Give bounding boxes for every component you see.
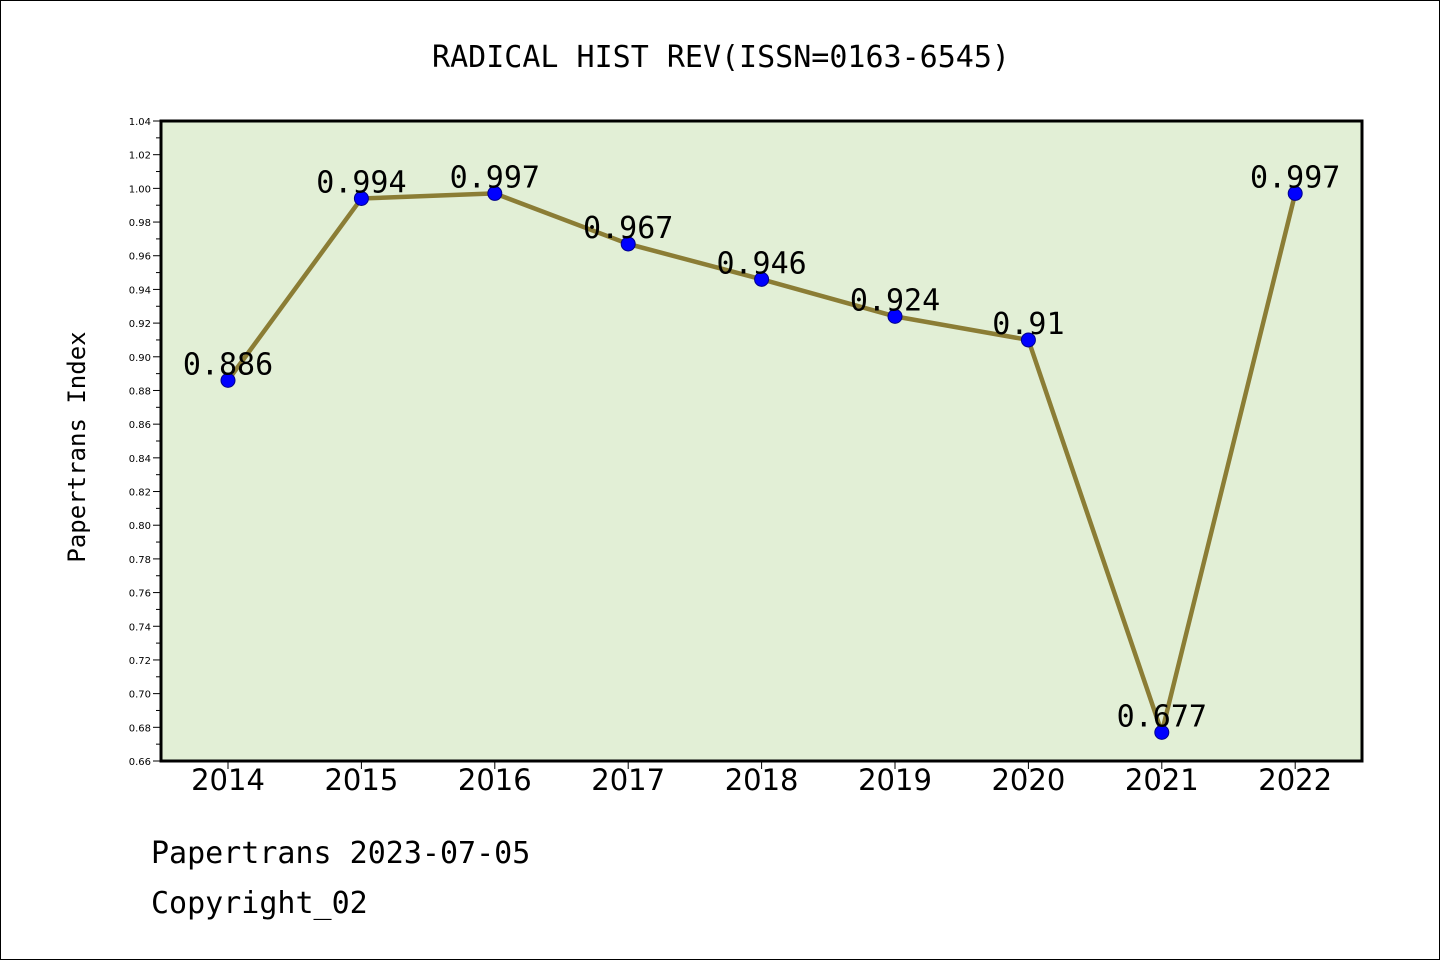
data-point [754,271,770,287]
y-tick-label: 0.96 [129,252,151,263]
x-tick-label: 2018 [725,763,799,797]
data-label: 0.91 [992,307,1064,342]
y-tick-label: 0.66 [129,757,151,768]
chart-title: RADICAL HIST REV(ISSN=0163-6545) [432,40,1010,75]
data-label: 0.924 [850,283,940,318]
data-label: 0.677 [1117,699,1207,734]
plot-area [159,119,1364,763]
y-tick-label: 0.70 [129,690,151,701]
data-label: 0.997 [1250,160,1340,195]
y-tick-label: 1.02 [129,151,151,162]
data-point [487,185,503,201]
y-tick-label: 0.80 [129,521,151,532]
y-axis: 0.66 0.68 0.70 0.72 0.74 0.76 0.78 0.80 0.82 0.84… [129,117,161,768]
y-tick-label: 1.04 [129,117,151,128]
data-point [220,372,236,388]
footer-date: Papertrans 2023-07-05 [151,836,531,871]
y-tick-label: 0.72 [129,656,151,667]
y-tick-label: 0.98 [129,218,151,229]
x-axis: 2014 2015 2016 2017 2018 2019 2020 2021 2022 [191,761,1332,797]
data-point [620,236,636,252]
data-point [1287,185,1303,201]
y-tick-label: 0.86 [129,420,151,431]
data-labels: 0.886 0.994 0.997 0.967 0.946 0.924 0.91 0.677 0… [183,160,1341,734]
data-label: 0.997 [450,160,540,195]
data-label: 0.886 [183,347,273,382]
series-layer [220,185,1303,740]
data-label: 0.994 [316,165,406,200]
y-tick-label: 0.68 [129,723,151,734]
x-tick-label: 2017 [591,763,665,797]
x-tick-label: 2021 [1125,763,1199,797]
y-axis-label: Papertrans Index [63,331,91,562]
y-tick-label: 0.78 [129,555,151,566]
y-tick-label: 0.92 [129,319,151,330]
y-tick-label: 0.90 [129,353,151,364]
y-tick-label: 0.84 [129,454,151,465]
y-tick-label: 0.76 [129,589,151,600]
data-point [1020,332,1036,348]
data-label: 0.967 [583,211,673,246]
x-tick-label: 2022 [1258,763,1332,797]
x-tick-label: 2014 [191,763,265,797]
x-tick-label: 2015 [324,763,398,797]
x-tick-label: 2020 [991,763,1065,797]
y-tick-label: 0.74 [129,622,151,633]
data-point [887,308,903,324]
footer-copyright: Copyright_02 [151,886,368,921]
data-label: 0.946 [716,246,806,281]
y-tick-label: 1.00 [129,184,151,195]
data-point [1154,724,1170,740]
y-tick-label: 0.82 [129,488,151,499]
x-tick-label: 2016 [458,763,532,797]
x-tick-label: 2019 [858,763,932,797]
y-tick-label: 0.88 [129,386,151,397]
y-tick-label: 0.94 [129,285,151,296]
data-point [353,190,369,206]
